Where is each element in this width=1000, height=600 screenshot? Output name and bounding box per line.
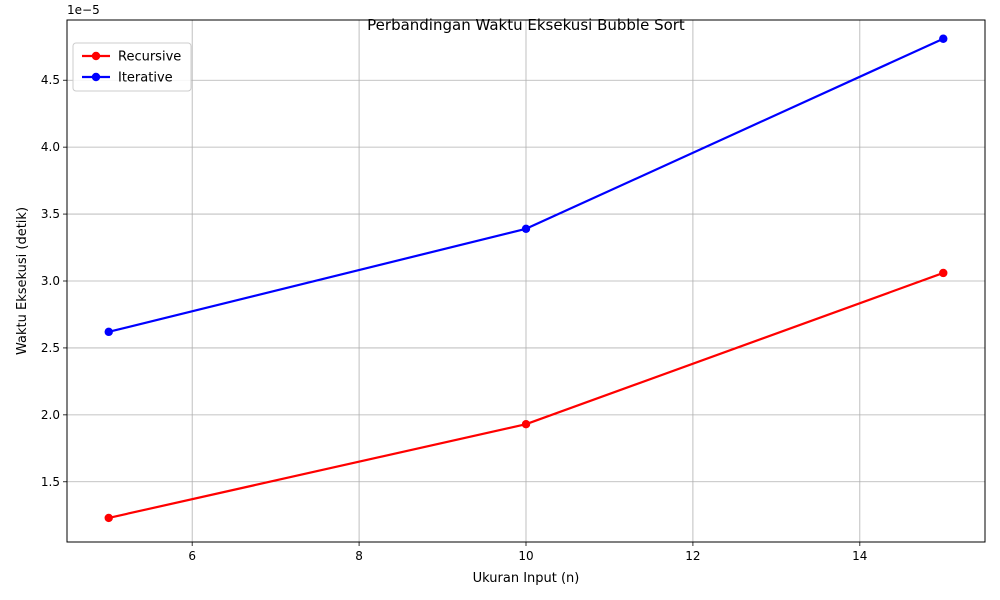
y-tick-label: 4.5: [41, 73, 60, 87]
x-tick-label: 8: [355, 549, 363, 563]
y-tick-label: 4.0: [41, 140, 60, 154]
legend: Recursive Iterative: [72, 42, 192, 92]
legend-marker-iterative: [91, 72, 101, 82]
legend-marker-recursive: [91, 51, 101, 61]
y-axis-label: Waktu Eksekusi (detik): [15, 207, 30, 355]
x-tick-label: 12: [685, 549, 700, 563]
data-point-iterative: [521, 224, 531, 233]
data-point-iterative: [939, 34, 948, 43]
y-tick-label: 2.5: [41, 341, 60, 355]
series-group: [104, 34, 948, 523]
data-point-recursive: [104, 513, 113, 523]
legend-label-iterative: Iterative: [118, 71, 173, 86]
x-tick-label: 10: [518, 549, 533, 563]
data-point-recursive: [521, 420, 531, 429]
data-point-recursive: [939, 268, 948, 278]
y-axis-offset-text: 1e−5: [67, 3, 100, 17]
y-tick-label: 3.5: [41, 207, 60, 221]
x-axis-label: Ukuran Input (n): [473, 571, 580, 586]
data-point-iterative: [104, 327, 113, 337]
legend-label-recursive: Recursive: [118, 50, 181, 65]
grid: [67, 20, 985, 542]
y-axis-ticks: 1.5 2.0 2.5 3.0 3.5 4.0 4.5: [41, 73, 67, 489]
y-tick-label: 2.0: [41, 408, 60, 422]
x-tick-label: 6: [188, 549, 196, 563]
y-tick-label: 1.5: [41, 475, 60, 489]
chart-title: Perbandingan Waktu Eksekusi Bubble Sort: [367, 16, 685, 34]
x-tick-label: 14: [852, 549, 867, 563]
y-tick-label: 3.0: [41, 274, 60, 288]
x-axis-ticks: 6 8 10 12 14: [188, 542, 867, 563]
